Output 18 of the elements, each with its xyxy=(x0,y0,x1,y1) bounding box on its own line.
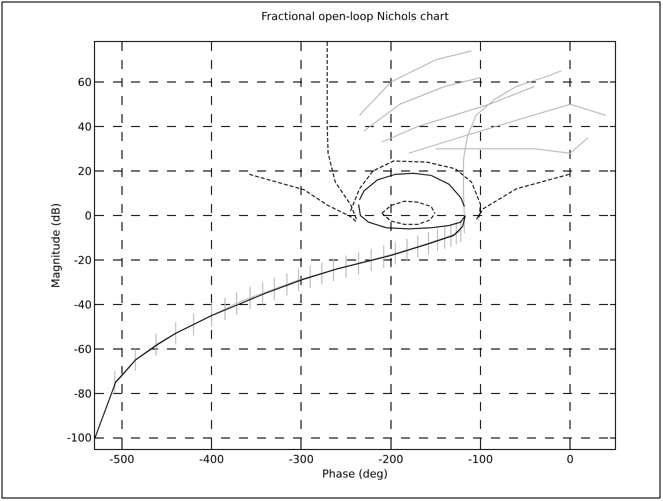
y-tick-label: -20 xyxy=(74,254,92,267)
y-tick-label: 0 xyxy=(84,209,92,222)
x-tick-label: -500 xyxy=(109,453,134,466)
x-tick-label: -200 xyxy=(378,453,404,466)
y-tick-label: 60 xyxy=(78,76,92,89)
y-tick-label: -40 xyxy=(74,298,92,312)
x-tick-label: -400 xyxy=(199,453,224,466)
chart-title: Fractional open-loop Nichols chart xyxy=(261,10,450,24)
y-tick-label: 40 xyxy=(78,120,92,134)
y-tick-label: -60 xyxy=(74,342,92,356)
x-tick-label: -100 xyxy=(468,453,494,466)
y-tick-label: 20 xyxy=(78,164,92,178)
x-tick-label: 0 xyxy=(566,453,574,466)
y-axis-title: Magnitude (dB) xyxy=(49,203,62,288)
x-tick-label: -300 xyxy=(288,453,314,466)
x-axis-title: Phase (deg) xyxy=(322,467,388,480)
y-tick-label: -100 xyxy=(66,432,92,445)
y-tick-label: -80 xyxy=(74,387,92,400)
